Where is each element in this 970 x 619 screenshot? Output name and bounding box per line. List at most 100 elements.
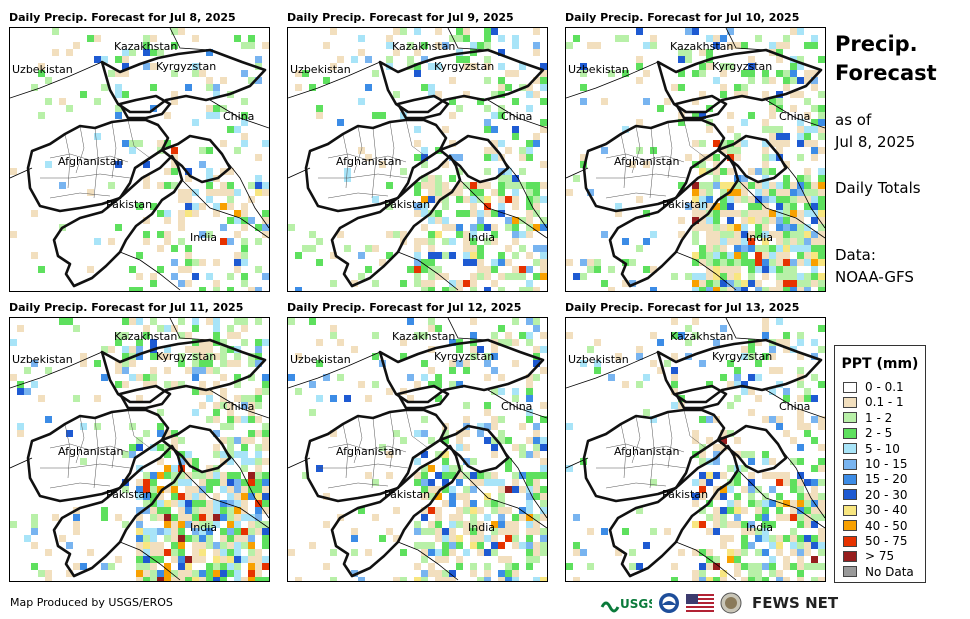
precip-cell xyxy=(234,542,241,549)
precip-cell xyxy=(804,112,811,119)
precip-cell xyxy=(171,147,178,154)
precip-cell xyxy=(587,42,594,49)
precip-cell xyxy=(512,217,519,224)
precip-cell xyxy=(519,63,526,70)
precip-cell xyxy=(414,458,421,465)
precip-cell xyxy=(255,563,262,570)
precip-cell xyxy=(255,189,262,196)
precip-cell xyxy=(178,437,185,444)
precip-cell xyxy=(498,84,505,91)
precip-cell xyxy=(470,280,477,287)
precip-cell xyxy=(811,465,818,472)
precip-cell xyxy=(477,245,484,252)
precip-cell xyxy=(498,189,505,196)
precip-cell xyxy=(178,458,185,465)
precip-cell xyxy=(143,542,150,549)
precip-cell xyxy=(192,570,199,577)
precip-cell xyxy=(428,465,435,472)
precip-cell xyxy=(164,570,171,577)
precip-cell xyxy=(636,28,643,35)
precip-cell xyxy=(456,514,463,521)
precip-cell xyxy=(685,325,692,332)
precip-cell xyxy=(734,381,741,388)
precip-cell xyxy=(206,196,213,203)
precip-cell xyxy=(449,35,456,42)
precip-cell xyxy=(234,528,241,535)
precip-cell xyxy=(234,479,241,486)
precip-cell xyxy=(323,374,330,381)
precip-cell xyxy=(755,196,762,203)
precip-cell xyxy=(783,395,790,402)
precip-cell xyxy=(227,238,234,245)
precip-cell xyxy=(255,521,262,528)
precip-cell xyxy=(234,217,241,224)
precip-cell xyxy=(456,280,463,287)
precip-cell xyxy=(178,332,185,339)
precip-map: Kazakhstan Uzbekistan Kyrgyzstan China Afgha… xyxy=(287,27,548,292)
precip-cell xyxy=(762,231,769,238)
precip-cell xyxy=(122,451,129,458)
precip-cell xyxy=(797,217,804,224)
precip-cell xyxy=(699,451,706,458)
precip-cell xyxy=(706,416,713,423)
precip-cell xyxy=(428,549,435,556)
precip-cell xyxy=(227,542,234,549)
precip-cell xyxy=(157,444,164,451)
country-border xyxy=(288,61,381,99)
precip-cell xyxy=(213,479,220,486)
precip-cell xyxy=(255,430,262,437)
precip-cell xyxy=(727,140,734,147)
precip-cell xyxy=(470,535,477,542)
precip-cell xyxy=(262,472,269,479)
legend-swatch xyxy=(843,550,857,562)
precip-cell xyxy=(491,500,498,507)
precip-cell xyxy=(470,318,477,325)
precip-cell xyxy=(699,472,706,479)
precip-cell xyxy=(790,528,797,535)
precip-cell xyxy=(762,77,769,84)
precip-cell xyxy=(741,353,748,360)
precip-cell xyxy=(10,339,17,346)
precip-cell xyxy=(720,521,727,528)
country-border xyxy=(209,389,269,419)
precip-cell xyxy=(783,140,790,147)
precip-cell xyxy=(804,430,811,437)
precip-cell xyxy=(449,154,456,161)
map-label-pakistan: Pakistan xyxy=(662,488,708,501)
precip-cell xyxy=(790,514,797,521)
precip-cell xyxy=(470,472,477,479)
precip-cell xyxy=(783,430,790,437)
precip-cell xyxy=(804,535,811,542)
precip-cell xyxy=(804,479,811,486)
precip-cell xyxy=(143,381,150,388)
precip-cell xyxy=(136,570,143,577)
precip-cell xyxy=(470,231,477,238)
precip-cell xyxy=(421,196,428,203)
precip-cell xyxy=(255,346,262,353)
precip-cell xyxy=(435,252,442,259)
precip-cell xyxy=(512,70,519,77)
precip-cell xyxy=(692,140,699,147)
precip-cell xyxy=(657,105,664,112)
precip-cell xyxy=(818,542,825,549)
precip-cell xyxy=(533,528,540,535)
precip-cell xyxy=(484,77,491,84)
precip-cell xyxy=(400,280,407,287)
precip-cell xyxy=(790,486,797,493)
precip-cell xyxy=(199,472,206,479)
precip-cell xyxy=(790,217,797,224)
precip-cell xyxy=(241,465,248,472)
precip-cell xyxy=(449,381,456,388)
precip-cell xyxy=(470,500,477,507)
precip-cell xyxy=(220,563,227,570)
precip-cell xyxy=(734,521,741,528)
precip-cell xyxy=(783,273,790,280)
precip-cell xyxy=(505,245,512,252)
precip-cell xyxy=(790,549,797,556)
precip-cell xyxy=(498,500,505,507)
precip-cell xyxy=(414,528,421,535)
precip-cell xyxy=(129,374,136,381)
map-label-china: China xyxy=(501,400,532,413)
precip-cell xyxy=(491,224,498,231)
precip-cell xyxy=(498,287,505,291)
